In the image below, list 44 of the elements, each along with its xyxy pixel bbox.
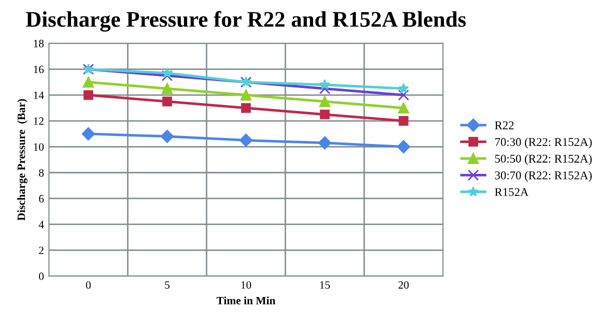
y-tick-label: 6	[39, 194, 44, 202]
point	[162, 70, 173, 82]
y-tick-label: 8	[38, 169, 44, 177]
point	[160, 130, 174, 144]
point	[318, 136, 332, 150]
y-tick-label: 12	[34, 117, 44, 125]
point	[83, 90, 94, 100]
x-axis-title: Time in Min	[216, 296, 276, 304]
y-tick-label: 10	[34, 143, 44, 151]
legend-label: 30:70 (R22: R152A)	[495, 171, 592, 182]
point	[398, 89, 410, 101]
point	[162, 96, 172, 106]
legend-label: 50:50 (R22: R152A)	[495, 154, 592, 166]
point	[396, 140, 410, 154]
y-tick-label: 2	[39, 246, 44, 254]
point	[320, 110, 330, 120]
point	[162, 83, 173, 94]
point	[319, 79, 330, 90]
y-tick-label: 14	[34, 92, 44, 99]
legend-label: R152A	[494, 188, 529, 196]
x-tick-label: 15	[320, 281, 330, 289]
x-tick-label: 0	[86, 281, 91, 289]
point	[239, 134, 253, 147]
y-tick-label: 16	[34, 66, 44, 74]
x-tick-label: 5	[165, 281, 170, 289]
y-axis-title: Discharge Pressure (Bar)	[17, 99, 28, 221]
point	[82, 76, 94, 88]
y-tick-label: 18	[34, 40, 44, 48]
x-tick-label: 20	[398, 281, 409, 289]
legend-label: R22	[494, 121, 514, 130]
y-tick-label: 4	[38, 220, 44, 228]
point	[398, 116, 408, 126]
point	[398, 102, 410, 114]
point	[82, 127, 95, 140]
point	[319, 96, 330, 108]
point	[398, 83, 409, 94]
y-tick-label: 0	[38, 272, 44, 280]
legend-label: 70:30 (R22: R152A)	[495, 138, 592, 148]
x-tick-label: 10	[241, 281, 252, 289]
point	[240, 89, 252, 101]
point	[319, 83, 330, 94]
point	[162, 68, 172, 78]
point	[241, 103, 251, 113]
chart-title: Discharge Pressure for R22 and R152A Blends	[26, 11, 466, 32]
